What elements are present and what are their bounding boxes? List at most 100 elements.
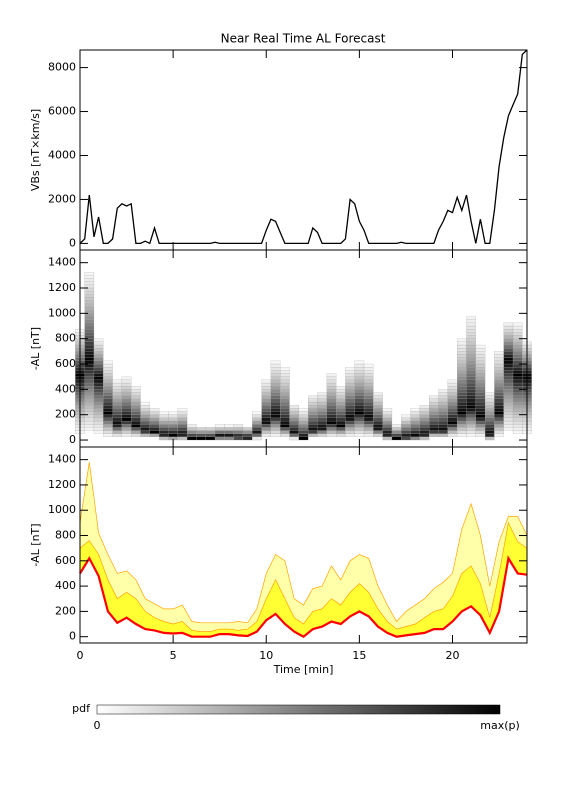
- pdf-cell: [121, 408, 132, 412]
- pdf-cell: [475, 386, 486, 390]
- pdf-cell: [382, 436, 393, 441]
- pdf-cell: [373, 408, 383, 412]
- pdf-cell: [205, 430, 216, 434]
- pdf-cell: [308, 395, 318, 399]
- pdf-cell: [457, 401, 467, 406]
- pdf-cell: [401, 433, 411, 437]
- pdf-cell: [429, 395, 439, 399]
- pdf-cell: [410, 414, 421, 418]
- pdf-cell: [326, 395, 337, 399]
- pdf-cell: [289, 405, 299, 409]
- pdf-cell: [494, 360, 504, 365]
- pdf-cell: [475, 398, 486, 403]
- pdf-cell: [466, 325, 476, 330]
- pdf-cell: [140, 405, 150, 409]
- pdf-cell: [363, 430, 374, 434]
- pdf-cell: [429, 424, 439, 428]
- pdf-cell: [233, 436, 244, 441]
- pdf-cell: [382, 427, 393, 431]
- pdf-cell: [159, 436, 169, 441]
- pdf-cell: [494, 382, 504, 387]
- pdf-cell: [131, 392, 141, 396]
- pdf-cell: [354, 367, 365, 371]
- pdf-cell: [512, 427, 523, 431]
- pdf-cell: [382, 424, 393, 428]
- pdf-cell: [354, 430, 365, 434]
- pdf-cell: [280, 398, 290, 403]
- pdf-cell: [84, 354, 95, 358]
- pdf-cell: [363, 382, 374, 387]
- pdf-cell: [503, 405, 514, 409]
- pdf-cell: [457, 363, 467, 368]
- pdf-cell: [494, 389, 504, 393]
- pdf-cell: [494, 363, 504, 368]
- pdf-cell: [335, 424, 346, 428]
- pdf-cell: [419, 411, 430, 415]
- pdf-cell: [103, 405, 113, 409]
- pdf-cell: [317, 392, 327, 396]
- pdf-cell: [242, 436, 253, 441]
- pdf-cell: [140, 430, 150, 434]
- pdf-cell: [419, 414, 430, 418]
- pdf-cell: [93, 363, 104, 368]
- pdf-cell: [84, 275, 95, 279]
- pdf-cell: [326, 408, 337, 412]
- pdf-cell: [93, 414, 104, 418]
- pdf-cell: [345, 398, 355, 403]
- pdf-cell: [447, 414, 458, 418]
- pdf-cell: [317, 417, 327, 422]
- pdf-cell: [93, 417, 104, 422]
- colorbar-max: max(p): [480, 719, 520, 732]
- pdf-cell: [289, 417, 299, 422]
- pdf-cell: [429, 414, 439, 418]
- pdf-cell: [93, 357, 104, 361]
- pdf-cell: [103, 420, 113, 425]
- pdf-cell: [159, 420, 169, 425]
- pdf-cell: [457, 395, 467, 399]
- pdf-cell: [457, 386, 467, 390]
- pdf-cell: [84, 319, 95, 323]
- pdf-cell: [149, 424, 160, 428]
- pdf-cell: [335, 427, 346, 431]
- pdf-cell: [512, 348, 523, 352]
- pdf-cell: [84, 373, 95, 377]
- pdf-cell: [121, 401, 132, 406]
- pdf-cell: [261, 382, 272, 387]
- pdf-cell: [252, 424, 262, 428]
- pdf-cell: [429, 427, 439, 431]
- pdf-cell: [121, 405, 132, 409]
- pdf-cell: [354, 414, 365, 418]
- pdf-cell: [103, 376, 113, 380]
- pdf-cell: [438, 405, 448, 409]
- pdf-cell: [280, 379, 290, 384]
- pdf-cell: [168, 417, 178, 422]
- pdf-cell: [298, 424, 309, 428]
- panel: [75, 272, 532, 441]
- pdf-cell: [503, 370, 514, 374]
- pdf-cell: [466, 382, 476, 387]
- pdf-cell: [354, 420, 365, 425]
- pdf-cell: [103, 401, 113, 406]
- pdf-cell: [466, 370, 476, 374]
- pdf-cell: [159, 427, 169, 431]
- pdf-cell: [345, 376, 355, 380]
- pdf-cell: [363, 363, 374, 368]
- pdf-cell: [466, 398, 476, 403]
- pdf-cell: [270, 433, 281, 437]
- pdf-cell: [354, 395, 365, 399]
- pdf-cell: [345, 417, 355, 422]
- pdf-cell: [103, 367, 113, 371]
- pdf-cell: [93, 395, 104, 399]
- pdf-cell: [280, 408, 290, 412]
- pdf-cell: [159, 417, 169, 422]
- pdf-cell: [335, 395, 346, 399]
- pdf-cell: [131, 395, 141, 399]
- pdf-cell: [308, 408, 318, 412]
- pdf-cell: [447, 420, 458, 425]
- pdf-cell: [503, 420, 514, 425]
- pdf-cell: [270, 376, 281, 380]
- y-tick-label: 200: [55, 604, 76, 617]
- pdf-cell: [457, 430, 467, 434]
- pdf-cell: [233, 433, 244, 437]
- pdf-cell: [457, 414, 467, 418]
